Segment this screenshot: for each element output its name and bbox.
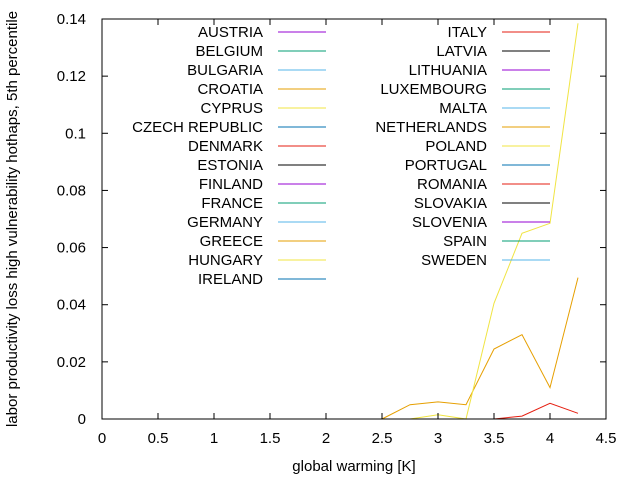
legend-label: LATVIA (436, 43, 487, 60)
legend-label: SLOVENIA (412, 214, 487, 231)
legend-label: SWEDEN (421, 252, 487, 269)
legend-label: HUNGARY (188, 252, 263, 269)
y-axis-label: labor productivity loss high vulnerabili… (4, 11, 21, 427)
x-tick-label: 0.5 (148, 430, 169, 447)
y-tick-label: 0.08 (57, 182, 86, 199)
legend-label: POLAND (425, 138, 487, 155)
x-axis-label: global warming [K] (292, 458, 415, 475)
legend-label: SLOVAKIA (414, 195, 487, 212)
y-tick-label: 0.12 (57, 68, 86, 85)
y-tick-label: 0.06 (57, 240, 86, 257)
legend-label: LITHUANIA (409, 62, 487, 79)
series-line-italy (382, 402, 579, 420)
legend-label: FINLAND (199, 176, 263, 193)
series-line-greece (381, 277, 579, 420)
legend-label: FRANCE (201, 195, 263, 212)
legend-label: DENMARK (188, 138, 263, 155)
x-tick-label: 3 (434, 430, 442, 447)
x-tick-label: 4 (546, 430, 554, 447)
legend: AUSTRIA BELGIUM BULGARIA CROATIA CYPRUS CZECH… (132, 24, 550, 288)
legend-label: AUSTRIA (198, 24, 263, 41)
legend-label: LUXEMBOURG (380, 81, 487, 98)
y-tick-label: 0.14 (57, 11, 86, 28)
x-tick-label: 4.5 (596, 430, 617, 447)
x-tick-label: 2 (322, 430, 330, 447)
legend-label: SPAIN (443, 233, 487, 250)
series-line-hungary (382, 23, 579, 420)
legend-label: BULGARIA (187, 62, 263, 79)
legend-label: MALTA (439, 100, 487, 117)
legend-label: NETHERLANDS (375, 119, 487, 136)
legend-label: IRELAND (198, 271, 263, 288)
y-tick-label: 0.02 (57, 354, 86, 371)
legend-label: ESTONIA (197, 157, 263, 174)
plot-frame (101, 18, 607, 420)
x-tick-label: 3.5 (484, 430, 505, 447)
x-tick-label: 1 (210, 430, 218, 447)
legend-label: BELGIUM (195, 43, 263, 60)
tick-layer: 0 0.5 1 1.5 2 2.5 3 3.5 4 4.5 0 0.02 0.04 0.06 0.08 0.1… (57, 11, 617, 447)
legend-label: GERMANY (187, 214, 263, 231)
legend-label: PORTUGAL (405, 157, 487, 174)
legend-label: CYPRUS (200, 100, 263, 117)
legend-label: ROMANIA (417, 176, 487, 193)
legend-label: CZECH REPUBLIC (132, 119, 263, 136)
x-tick-label: 1.5 (260, 430, 281, 447)
legend-label: GREECE (200, 233, 263, 250)
y-tick-label: 0.04 (57, 297, 86, 314)
legend-label: CROATIA (197, 81, 263, 98)
x-tick-label: 2.5 (372, 430, 393, 447)
legend-label: ITALY (448, 24, 487, 41)
y-tick-label: 0 (78, 411, 86, 428)
y-tick-label: 0.1 (65, 125, 86, 142)
x-tick-label: 0 (98, 430, 106, 447)
